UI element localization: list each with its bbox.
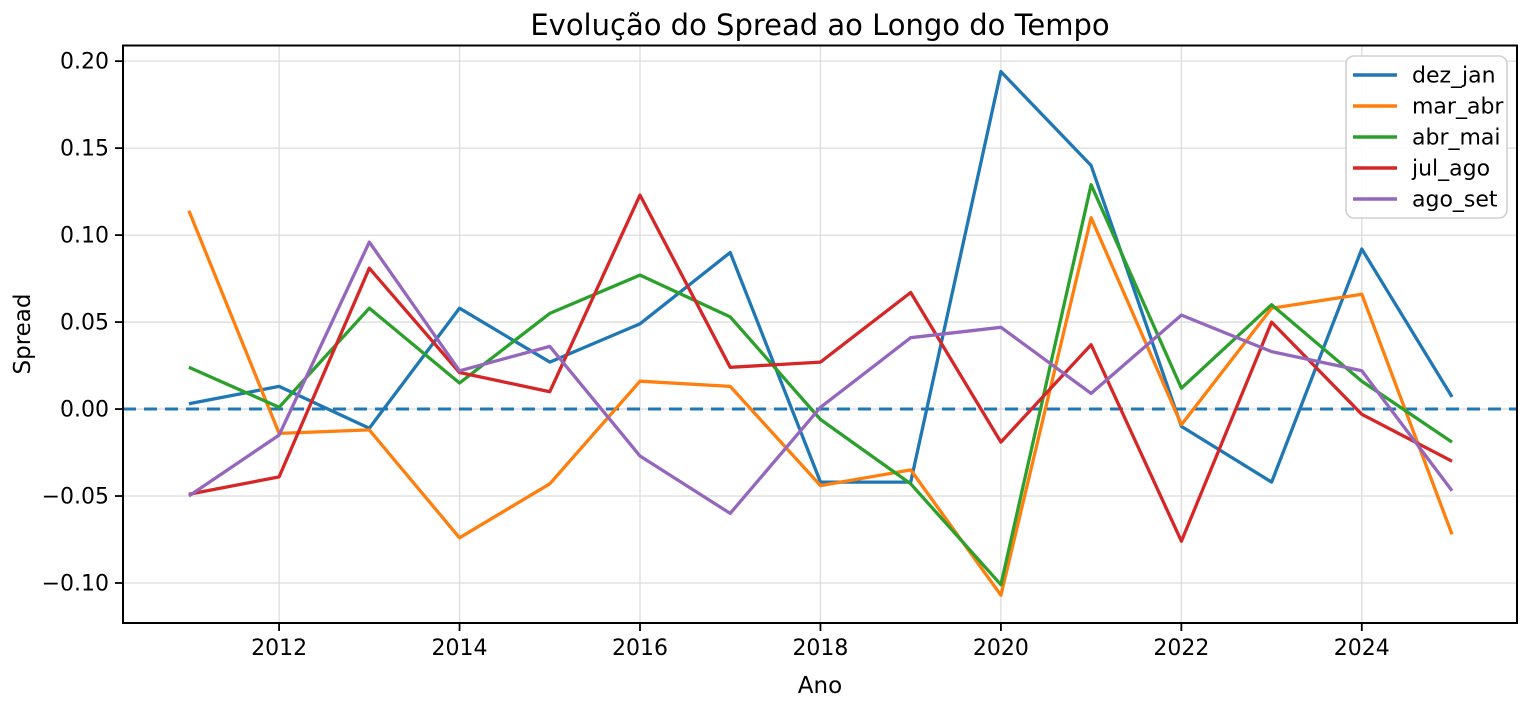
legend-box [1345, 55, 1508, 219]
series-line-mar_abr [187, 210, 1454, 597]
axis-ticks [115, 60, 1363, 631]
tick-labels: 2012 2014 2016 2018 2020 2022 2024 −0.10 −0.05 0.… [42, 50, 1390, 661]
legend-label-ago_set: ago_set [1412, 187, 1498, 212]
x-tick-label-2012: 2012 [251, 636, 307, 661]
x-tick-label-2020: 2020 [973, 636, 1029, 661]
series-line-ago_set [187, 240, 1454, 516]
legend-label-abr_mai: abr_mai [1412, 125, 1501, 150]
legend-label-jul_ago: jul_ago [1411, 156, 1490, 181]
y-tick-label-0.00: 0.00 [60, 398, 109, 423]
y-tick-label-−0.10: −0.10 [42, 571, 109, 596]
legend-label-mar_abr: mar_abr [1412, 94, 1504, 119]
y-tick-label-0.20: 0.20 [60, 50, 109, 75]
chart-title: Evolução do Spread ao Longo do Tempo [530, 8, 1109, 42]
series-lines [187, 69, 1454, 597]
y-tick-label-0.10: 0.10 [60, 224, 109, 249]
y-axis-label: Spread [10, 294, 36, 375]
x-axis-label: Ano [798, 673, 842, 699]
x-tick-label-2014: 2014 [432, 636, 488, 661]
series-line-jul_ago [188, 193, 1453, 543]
y-tick-label-−0.05: −0.05 [42, 484, 109, 509]
x-tick-label-2024: 2024 [1334, 636, 1390, 661]
x-tick-label-2016: 2016 [612, 636, 668, 661]
legend: dez_jan mar_abr abr_mai jul_ago ago_set [1345, 55, 1508, 219]
legend-label-dez_jan: dez_jan [1412, 63, 1496, 88]
y-tick-label-0.15: 0.15 [60, 137, 109, 162]
x-tick-label-2022: 2022 [1153, 636, 1209, 661]
series-line-dez_jan [188, 69, 1454, 484]
x-tick-label-2018: 2018 [792, 636, 848, 661]
y-tick-label-0.05: 0.05 [60, 311, 109, 336]
series-line-abr_mai [188, 183, 1453, 587]
